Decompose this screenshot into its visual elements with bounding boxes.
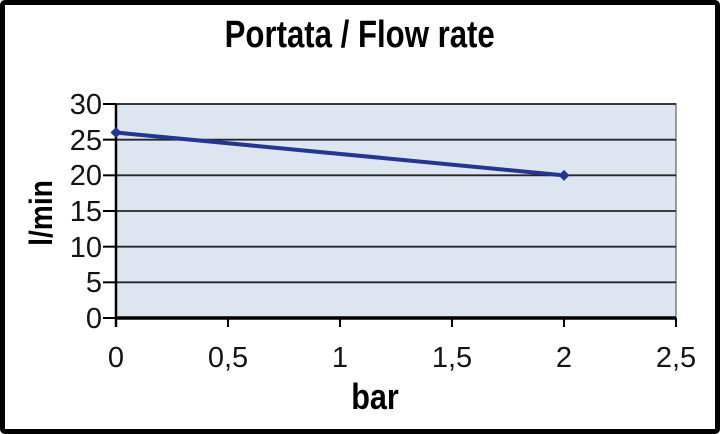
y-tick-label: 10 (69, 231, 102, 264)
x-tick-label: 1,5 (431, 342, 473, 374)
y-tick-label: 15 (69, 196, 102, 228)
y-tick-label: 5 (85, 267, 102, 300)
flow-rate-line (114, 130, 566, 178)
chart-title: Portata / Flow rate (5, 11, 715, 67)
x-tick-label: 1 (331, 342, 349, 374)
data-point-marker (110, 127, 122, 139)
x-axis-title: bar (25, 376, 715, 425)
y-tick-label: 0 (85, 303, 102, 335)
x-tick-label: 0 (107, 342, 125, 374)
y-tick-label: 30 (69, 89, 102, 121)
x-tick-label: 0,5 (207, 342, 249, 374)
y-tick-label: 25 (69, 124, 102, 157)
x-axis-title-text: bar (351, 376, 399, 417)
x-tick-label: 2,5 (655, 342, 697, 374)
x-tick-label: 2 (555, 342, 573, 374)
chart-title-text: Portata / Flow rate (224, 14, 496, 56)
y-tick-label: 20 (69, 160, 102, 193)
data-point-marker (558, 169, 570, 181)
plot-area (103, 103, 677, 327)
